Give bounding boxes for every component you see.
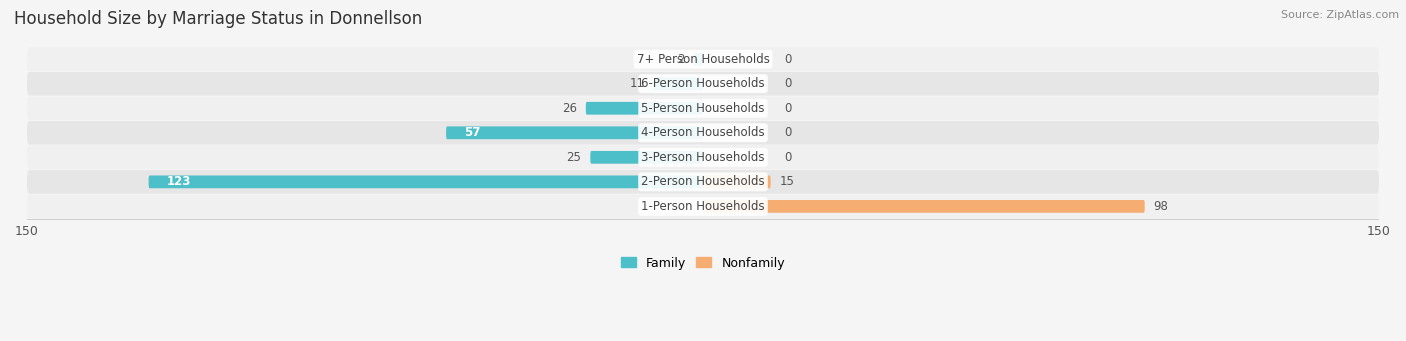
- FancyBboxPatch shape: [586, 102, 703, 115]
- FancyBboxPatch shape: [446, 127, 703, 139]
- Text: 0: 0: [785, 126, 792, 139]
- Text: 15: 15: [779, 175, 794, 188]
- Text: 123: 123: [167, 175, 191, 188]
- Text: 0: 0: [785, 151, 792, 164]
- Text: 7+ Person Households: 7+ Person Households: [637, 53, 769, 66]
- Text: 57: 57: [464, 126, 481, 139]
- Text: 26: 26: [562, 102, 576, 115]
- Text: 2: 2: [678, 53, 685, 66]
- Text: 5-Person Households: 5-Person Households: [641, 102, 765, 115]
- FancyBboxPatch shape: [654, 77, 703, 90]
- Text: 3-Person Households: 3-Person Households: [641, 151, 765, 164]
- FancyBboxPatch shape: [27, 72, 1379, 95]
- Text: 11: 11: [630, 77, 644, 90]
- Text: 6-Person Households: 6-Person Households: [641, 77, 765, 90]
- Legend: Family, Nonfamily: Family, Nonfamily: [616, 252, 790, 275]
- FancyBboxPatch shape: [27, 146, 1379, 169]
- Text: Source: ZipAtlas.com: Source: ZipAtlas.com: [1281, 10, 1399, 20]
- FancyBboxPatch shape: [27, 121, 1379, 145]
- Text: 25: 25: [567, 151, 581, 164]
- Text: 0: 0: [785, 53, 792, 66]
- Text: 4-Person Households: 4-Person Households: [641, 126, 765, 139]
- Text: 98: 98: [1154, 200, 1168, 213]
- FancyBboxPatch shape: [27, 47, 1379, 71]
- FancyBboxPatch shape: [695, 53, 703, 65]
- FancyBboxPatch shape: [27, 97, 1379, 120]
- FancyBboxPatch shape: [703, 176, 770, 188]
- FancyBboxPatch shape: [591, 151, 703, 164]
- FancyBboxPatch shape: [703, 200, 1144, 213]
- Text: Household Size by Marriage Status in Donnellson: Household Size by Marriage Status in Don…: [14, 10, 422, 28]
- FancyBboxPatch shape: [27, 170, 1379, 194]
- FancyBboxPatch shape: [149, 176, 703, 188]
- Text: 0: 0: [785, 77, 792, 90]
- Text: 2-Person Households: 2-Person Households: [641, 175, 765, 188]
- Text: 0: 0: [785, 102, 792, 115]
- FancyBboxPatch shape: [27, 195, 1379, 218]
- Text: 1-Person Households: 1-Person Households: [641, 200, 765, 213]
